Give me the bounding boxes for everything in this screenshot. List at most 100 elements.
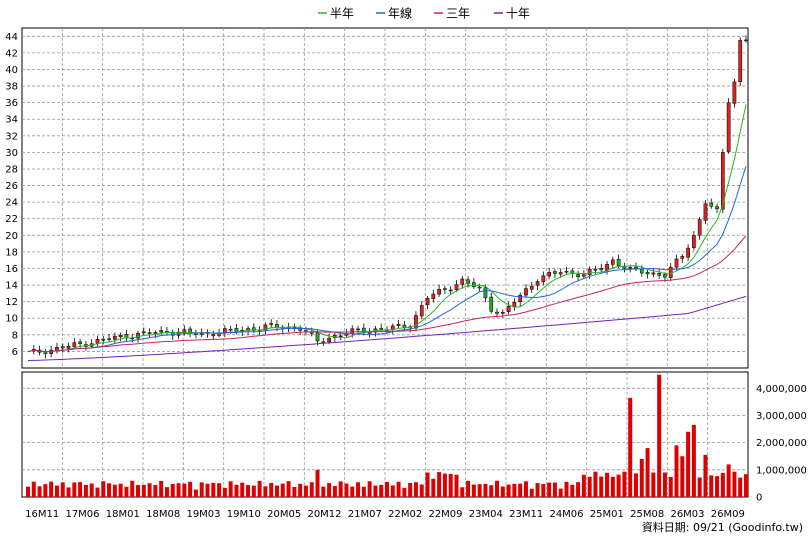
volume-bar <box>257 480 262 497</box>
x-tick-label: 16M11 <box>25 509 59 520</box>
volume-bar <box>199 482 204 497</box>
volume-bar <box>159 480 164 497</box>
candle-body <box>136 332 140 339</box>
candle-body <box>118 335 123 338</box>
volume-bar <box>37 486 42 497</box>
candle-body <box>66 345 71 349</box>
volume-bar <box>147 483 152 497</box>
candle-body <box>703 203 708 221</box>
candle-body <box>599 268 604 271</box>
candle-body <box>425 297 430 305</box>
volume-bar <box>222 487 227 497</box>
volume-bar <box>228 481 233 497</box>
volume-bar <box>327 483 332 497</box>
candle-body <box>419 305 424 317</box>
x-tick-label: 17M06 <box>65 509 99 520</box>
volume-bar <box>164 487 169 497</box>
volume-bar <box>286 481 291 497</box>
volume-bar <box>211 482 216 497</box>
volume-bar <box>124 486 129 497</box>
legend-label: 年線 <box>388 6 412 21</box>
candle-body <box>211 334 216 337</box>
volume-bar <box>576 482 581 497</box>
volume-bar <box>141 484 146 497</box>
volume-bar <box>431 478 436 497</box>
volume-bar <box>686 431 691 497</box>
x-tick-label: 25M08 <box>630 509 664 520</box>
legend-label: 三年 <box>446 7 470 21</box>
price-tick-label: 30 <box>5 148 18 159</box>
volume-bar <box>118 483 123 497</box>
volume-bar <box>552 482 557 497</box>
x-tick-label: 26M03 <box>670 509 704 520</box>
volume-tick-label: 2,000,000 <box>756 438 807 449</box>
price-tick-label: 28 <box>5 164 18 175</box>
price-tick-label: 44 <box>5 32 18 43</box>
x-tick-label: 22M09 <box>428 509 462 520</box>
x-tick-label: 18M08 <box>146 509 180 520</box>
candle-body <box>251 327 256 331</box>
candle-body <box>350 328 355 334</box>
ma-three-year-line <box>27 235 747 353</box>
candle-body <box>529 285 534 290</box>
volume-bar <box>315 469 320 497</box>
volume-bar <box>651 472 656 497</box>
volume-tick-label: 0 <box>756 493 762 504</box>
volume-bar <box>662 472 667 497</box>
price-tick-label: 10 <box>5 314 18 325</box>
volume-bar <box>599 476 604 497</box>
volume-bar <box>587 476 592 497</box>
candle-body <box>269 323 274 325</box>
volume-bar <box>54 485 59 497</box>
volume-tick-label: 4,000,000 <box>756 384 807 395</box>
legend-label: 半年 <box>330 7 354 21</box>
candle-body <box>686 247 690 258</box>
volume-bar <box>738 477 743 497</box>
candle-body <box>720 152 725 210</box>
volume-bar <box>680 456 685 497</box>
volume-bar <box>193 489 198 497</box>
volume-bar <box>205 483 210 497</box>
volume-bar <box>442 473 447 497</box>
candle-body <box>72 342 77 347</box>
volume-bar <box>645 448 650 497</box>
volume-bar <box>66 487 71 497</box>
candle-body <box>738 40 743 83</box>
price-tick-label: 16 <box>5 264 18 275</box>
candle-body <box>692 235 696 248</box>
candle-body <box>321 341 326 344</box>
price-tick-label: 24 <box>5 198 18 209</box>
volume-bar <box>217 483 222 497</box>
volume-bar <box>616 474 621 497</box>
candle-body <box>101 338 106 341</box>
volume-bar <box>332 485 337 497</box>
volume-bar <box>454 474 459 497</box>
candle-body <box>564 271 569 273</box>
volume-bar <box>732 471 737 497</box>
volume-tick-label: 1,000,000 <box>756 465 807 476</box>
volume-bar <box>558 488 563 497</box>
candle-body <box>576 274 580 278</box>
volume-bar <box>437 472 442 497</box>
candle-body <box>616 258 621 267</box>
candle-body <box>315 332 320 342</box>
x-tick-label: 20M05 <box>267 509 301 520</box>
candle-body <box>263 324 268 331</box>
volume-bar <box>541 484 546 497</box>
volume-bar <box>495 480 500 497</box>
candle-body <box>454 284 459 290</box>
x-tick-label: 26M09 <box>711 509 745 520</box>
candle-body <box>524 288 528 296</box>
volume-bar <box>402 487 407 497</box>
volume-bar <box>107 483 112 497</box>
candle-body <box>472 282 476 288</box>
price-tick-label: 6 <box>12 347 18 358</box>
candle-body <box>443 288 447 290</box>
volume-bar <box>234 484 239 497</box>
candle-body <box>228 328 233 331</box>
candle-body <box>159 330 164 333</box>
volume-bar <box>338 481 343 497</box>
x-tick-label: 23M11 <box>509 509 543 520</box>
volume-bar <box>49 481 54 497</box>
